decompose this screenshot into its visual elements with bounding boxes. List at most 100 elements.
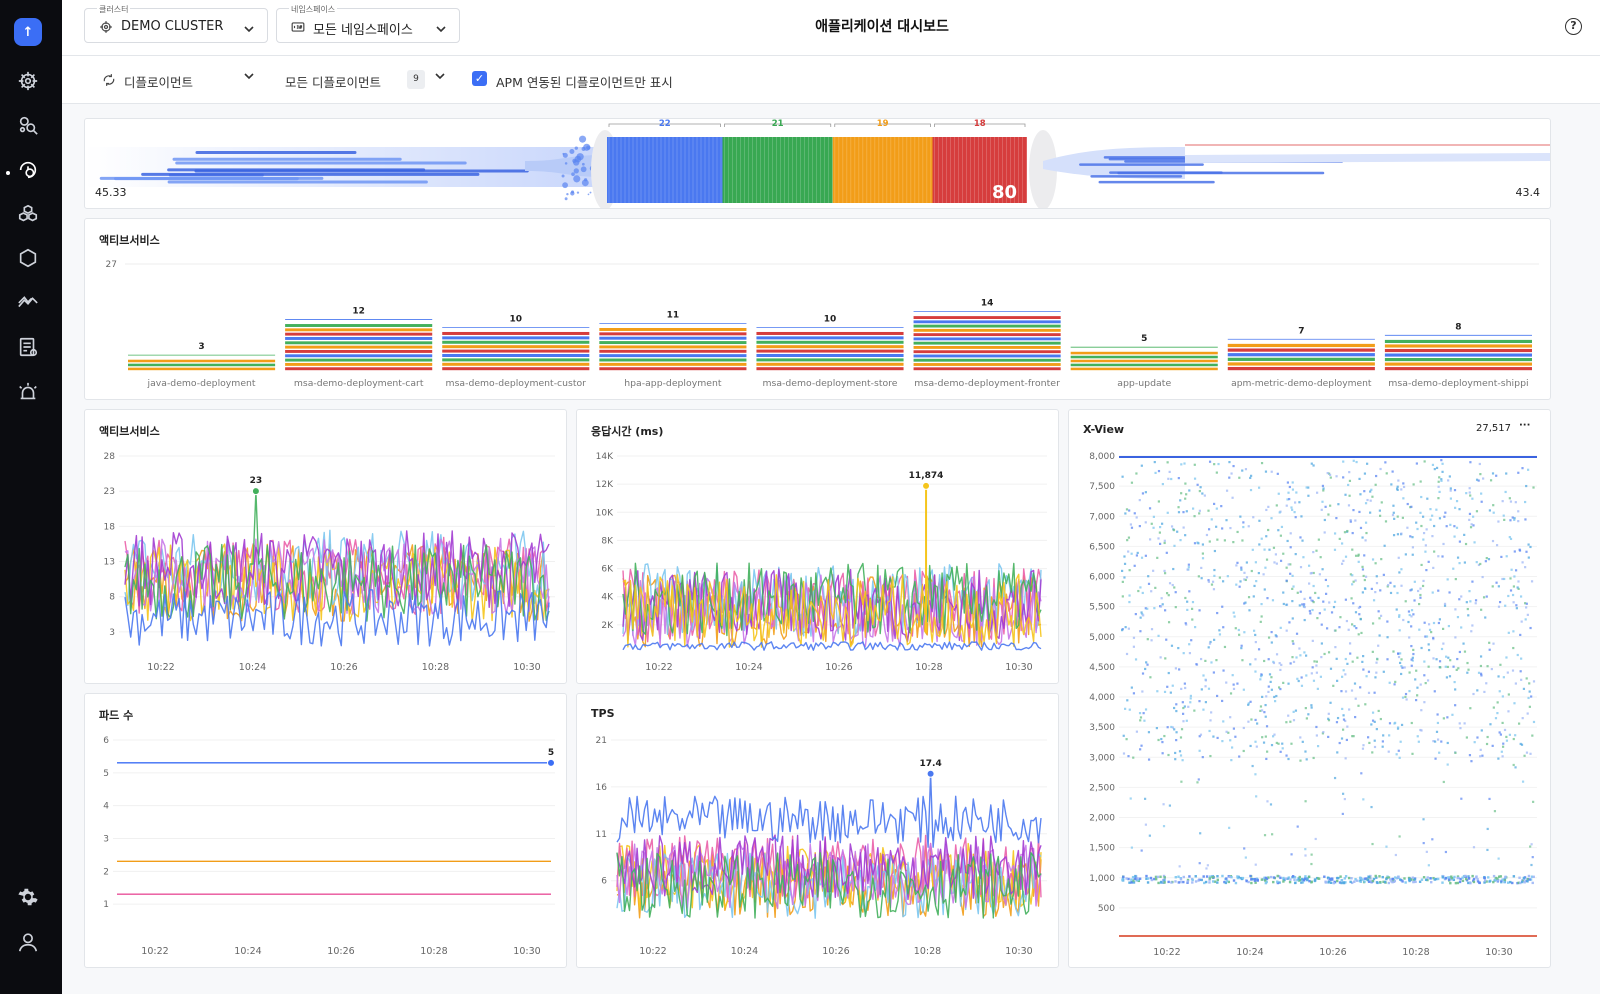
scatter-point: [1208, 540, 1211, 543]
scatter-point: [1461, 876, 1464, 879]
user-icon[interactable]: [17, 931, 39, 953]
scatter-point: [1477, 563, 1481, 567]
scatter-point: [1201, 492, 1204, 495]
scatter-point: [1135, 472, 1138, 475]
cluster-search-icon[interactable]: [17, 114, 39, 136]
scatter-point: [1416, 694, 1419, 697]
scatter-point: [1344, 493, 1347, 496]
scatter-point: [1501, 878, 1504, 881]
cluster-select[interactable]: 클러스터 DEMO CLUSTER: [84, 5, 268, 43]
scatter-point: [1150, 628, 1154, 631]
scatter-point: [1461, 879, 1465, 883]
scatter-point: [1471, 624, 1474, 627]
xview-scatter-chart[interactable]: 8,0007,5007,0006,5006,0005,5005,0004,500…: [1069, 410, 1552, 969]
scatter-point: [1144, 708, 1148, 711]
scatter-point: [1282, 880, 1285, 883]
cubes-icon[interactable]: [17, 203, 39, 225]
scatter-point: [1379, 717, 1382, 721]
scatter-point: [1150, 522, 1153, 525]
scatter-point: [1150, 590, 1153, 593]
scatter-point: [1338, 626, 1341, 629]
scatter-point: [1410, 615, 1413, 618]
scatter-point: [1497, 857, 1500, 860]
scatter-point: [1263, 876, 1266, 879]
scatter-point: [1445, 676, 1449, 679]
panel-title: TPS: [591, 707, 615, 720]
deployment-scope-select[interactable]: 모든 디플로이먼트: [285, 75, 381, 90]
scatter-point: [1284, 877, 1288, 880]
scatter-point: [1474, 599, 1478, 602]
scatter-point: [1451, 713, 1454, 716]
hexagon-icon[interactable]: [17, 247, 39, 269]
series-line: [622, 568, 1042, 643]
gear-icon[interactable]: [17, 886, 39, 908]
scatter-point: [1311, 666, 1314, 669]
chevron-down-icon[interactable]: [434, 70, 446, 85]
scatter-point: [1295, 656, 1298, 659]
helm-wheel-icon[interactable]: [17, 70, 39, 92]
scatter-point: [1362, 655, 1365, 658]
alert-beacon-icon[interactable]: [17, 381, 39, 403]
scatter-point: [1412, 648, 1415, 652]
scatter-point: [1507, 594, 1510, 598]
scatter-point: [1135, 878, 1139, 882]
scatter-point: [1385, 845, 1388, 848]
scatter-point: [1334, 629, 1337, 632]
y-tick-label: 16: [596, 783, 608, 793]
scatter-point: [1525, 550, 1528, 553]
help-icon[interactable]: ?: [1565, 18, 1582, 35]
deployment-type-select[interactable]: 디플로이먼트: [124, 75, 194, 90]
scatter-point: [1410, 664, 1413, 667]
scatter-point: [1265, 508, 1268, 512]
scatter-point: [1397, 875, 1400, 879]
pipe-segment: [832, 137, 933, 203]
x-tick-label: 10:30: [513, 946, 540, 957]
y-tick-label: 5,500: [1089, 603, 1115, 613]
scatter-point: [1453, 680, 1456, 684]
scatter-point: [1494, 876, 1497, 880]
scatter-point: [1130, 881, 1133, 884]
scatter-point: [1126, 539, 1129, 542]
logo-icon[interactable]: ↑: [14, 18, 42, 46]
scatter-point: [1377, 644, 1380, 647]
scatter-point: [1133, 564, 1136, 567]
scatter-point: [1508, 497, 1511, 500]
scatter-point: [1256, 878, 1259, 882]
scatter-point: [1279, 750, 1282, 753]
scatter-point: [1177, 875, 1180, 878]
more-menu-icon[interactable]: ···: [1519, 420, 1531, 431]
scatter-point: [1438, 660, 1442, 663]
scatter-point: [1458, 562, 1461, 565]
scatter-point: [1454, 688, 1457, 691]
scatter-point: [1191, 881, 1194, 884]
scatter-point: [1362, 798, 1365, 801]
scatter-point: [1379, 614, 1383, 617]
apm-only-checkbox[interactable]: ✓: [472, 71, 487, 86]
app-monitor-icon[interactable]: [17, 159, 39, 181]
scatter-point: [1433, 740, 1437, 743]
scatter-point: [1213, 638, 1216, 641]
scatter-point: [1178, 668, 1181, 671]
scatter-point: [1146, 881, 1150, 884]
scatter-point: [1129, 797, 1132, 800]
scatter-point: [1288, 485, 1291, 489]
scatter-point: [1229, 739, 1232, 742]
scatter-point: [1455, 500, 1459, 503]
trend-icon[interactable]: [17, 291, 39, 313]
scatter-point: [1149, 876, 1153, 880]
namespace-select[interactable]: 네임스페이스 모든 네임스페이스: [276, 5, 460, 43]
scatter-point: [1230, 746, 1234, 749]
scatter-point: [1254, 561, 1257, 564]
scatter-point: [1250, 878, 1253, 881]
scatter-point: [1281, 747, 1284, 750]
scatter-point: [1429, 877, 1432, 880]
scatter-point: [1400, 723, 1404, 727]
scatter-point: [1432, 621, 1436, 625]
y-tick-label: 4,000: [1089, 693, 1115, 703]
scatter-point: [1221, 740, 1224, 743]
chevron-down-icon[interactable]: [243, 70, 255, 85]
report-icon[interactable]: [17, 336, 39, 358]
scatter-point: [1436, 877, 1440, 881]
scatter-point: [1249, 744, 1252, 748]
scatter-point: [1513, 518, 1516, 521]
